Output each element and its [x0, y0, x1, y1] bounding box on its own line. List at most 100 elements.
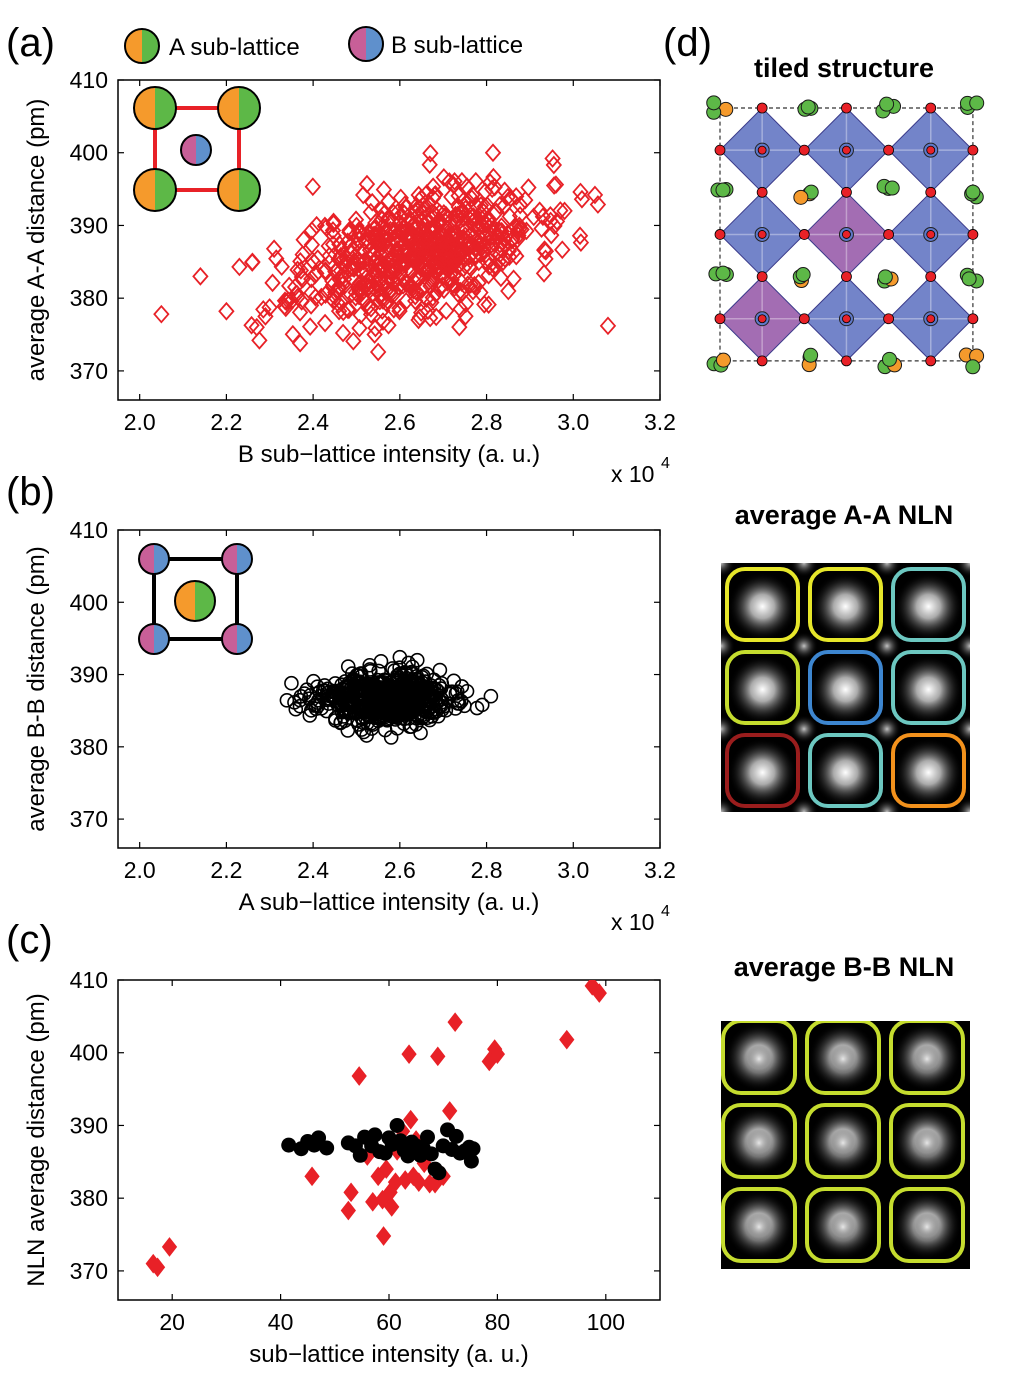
bb-nln-title: average B-B NLN — [734, 952, 955, 982]
oxygen-atom — [757, 230, 767, 239]
data-point — [303, 221, 320, 240]
data-point — [231, 257, 248, 277]
data-point — [408, 717, 424, 732]
data-point — [485, 221, 503, 240]
data-point — [459, 683, 475, 699]
nln-blob-small — [790, 563, 818, 577]
data-point — [420, 228, 437, 248]
data-point — [511, 206, 529, 225]
inset-a-lattice — [133, 86, 261, 212]
oxygen-atom — [756, 102, 768, 114]
inset-a-site-center — [180, 134, 212, 166]
x-tick-label-a: 2.8 — [471, 409, 503, 435]
data-point — [350, 286, 368, 306]
oxygen-atom — [798, 229, 810, 240]
nln-blob-small — [721, 563, 735, 577]
data-point — [432, 662, 448, 678]
data-point — [385, 299, 403, 319]
data-point — [373, 257, 390, 277]
y-axis-label-a: average A-A distance (pm) — [23, 99, 50, 382]
oxygen-atom — [883, 229, 894, 240]
data-point-aa — [591, 983, 607, 1003]
a-site-atom — [715, 265, 731, 281]
nln-blob — [728, 655, 797, 724]
data-point — [476, 295, 493, 314]
oxygen-atom — [714, 229, 726, 240]
x-tick-label-c: 60 — [376, 1309, 402, 1335]
nln-blob — [641, 1107, 709, 1175]
data-point — [462, 275, 479, 294]
x-axis-label-a: B sub−lattice intensity (a. u.) — [238, 441, 540, 468]
data-point — [548, 212, 566, 231]
data-point — [368, 684, 383, 699]
nln-blob-small — [829, 1129, 857, 1157]
data-point — [400, 231, 417, 251]
nln-outline — [891, 733, 966, 808]
nln-blob — [641, 1275, 709, 1343]
data-point — [393, 698, 409, 714]
oxygen-atom — [883, 313, 894, 325]
data-point — [494, 252, 512, 272]
data-point — [367, 228, 384, 248]
data-point — [554, 240, 571, 260]
data-point — [416, 668, 431, 684]
data-point — [572, 182, 589, 202]
data-point — [424, 288, 441, 307]
data-point — [284, 675, 299, 691]
data-point — [556, 201, 573, 221]
data-point — [599, 316, 617, 336]
data-point — [273, 257, 290, 277]
data-point — [292, 251, 309, 271]
x-tick-label-b: 2.2 — [210, 857, 242, 883]
y-tick-label-a: 370 — [70, 358, 108, 384]
data-point-aa — [401, 1044, 417, 1064]
data-point — [335, 302, 352, 322]
data-point — [291, 333, 309, 353]
data-point — [469, 218, 487, 237]
nln-blob-small — [829, 1297, 857, 1325]
oxygen-atom — [756, 355, 768, 367]
data-point — [303, 235, 321, 255]
data-point — [362, 657, 378, 673]
data-point — [355, 185, 372, 205]
nln-blob-small — [721, 798, 735, 812]
x-tick-label-b: 2.8 — [471, 857, 503, 883]
chart-a: 2.0 2.2 2.4 2.6 2.8 3.0 3.2 370 380 390 400 410 B su… — [23, 67, 676, 487]
data-point — [450, 693, 466, 708]
y-tick-label-b: 410 — [70, 517, 108, 543]
data-point — [468, 238, 486, 258]
data-point-bb — [352, 1147, 368, 1163]
data-point — [426, 185, 443, 205]
nln-blob-small — [745, 1045, 773, 1073]
y-tick-label-a: 390 — [70, 212, 108, 238]
data-point — [377, 231, 394, 251]
nln-blob-small — [997, 1213, 1016, 1241]
data-point — [304, 177, 322, 197]
nln-blob — [977, 1275, 1016, 1343]
nln-blob — [641, 1023, 709, 1091]
data-point-bb — [319, 1140, 335, 1156]
data-point — [358, 267, 375, 287]
data-point-bb — [423, 1146, 439, 1162]
nln-blob-small — [913, 1045, 941, 1073]
points-a — [153, 143, 617, 362]
a-site-atom — [715, 352, 731, 368]
legend-b-label: B sub-lattice — [391, 32, 523, 59]
data-point — [434, 691, 450, 707]
data-point — [299, 682, 315, 698]
nln-outline — [891, 1273, 963, 1345]
inset-b-site-tl — [138, 543, 170, 575]
data-point — [153, 304, 170, 324]
inset-b-site-tr — [221, 543, 253, 575]
data-point — [289, 287, 306, 307]
nln-blob — [977, 1107, 1016, 1175]
data-point — [392, 188, 409, 208]
data-point — [243, 315, 260, 335]
data-point — [341, 222, 358, 242]
nln-blob-small — [913, 1297, 941, 1325]
oxygen-atom — [842, 230, 851, 239]
data-point — [424, 177, 442, 197]
data-point — [192, 266, 209, 286]
inset-b-site-bl — [138, 623, 170, 655]
a-site-atom — [961, 271, 977, 287]
